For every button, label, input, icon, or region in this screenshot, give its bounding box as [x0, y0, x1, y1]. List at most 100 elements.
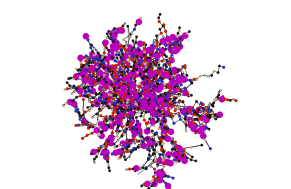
Point [208, 115, 212, 119]
Point [99, 59, 103, 62]
Point [143, 100, 148, 103]
Point [136, 97, 141, 100]
Point [119, 114, 123, 117]
Point [99, 65, 103, 68]
Point [113, 104, 118, 107]
Point [83, 94, 88, 98]
Point [192, 129, 196, 132]
Point [111, 117, 116, 120]
Point [92, 56, 96, 59]
Point [142, 53, 146, 57]
Point [114, 53, 119, 56]
Point [149, 142, 153, 145]
Point [108, 139, 112, 142]
Point [143, 99, 147, 102]
Point [111, 71, 115, 74]
Point [148, 51, 152, 54]
Point [108, 84, 113, 87]
Point [110, 56, 114, 59]
Point [101, 88, 105, 91]
Point [133, 89, 138, 92]
Point [157, 88, 161, 91]
Point [164, 86, 168, 89]
Point [109, 94, 113, 97]
Point [161, 74, 165, 77]
Point [117, 70, 122, 73]
Point [109, 35, 114, 38]
Point [153, 98, 158, 101]
Point [176, 87, 181, 90]
Point [110, 70, 115, 73]
Point [164, 63, 168, 66]
Point [150, 62, 154, 65]
Point [154, 97, 158, 100]
Point [165, 71, 170, 74]
Point [145, 79, 149, 82]
Point [93, 61, 97, 64]
Point [89, 58, 94, 61]
Point [115, 107, 120, 110]
Point [126, 89, 131, 92]
Point [109, 100, 114, 103]
Point [86, 85, 91, 88]
Point [138, 73, 142, 76]
Point [91, 70, 96, 73]
Point [194, 111, 198, 114]
Point [100, 64, 105, 67]
Point [102, 149, 107, 152]
Point [153, 101, 158, 105]
Point [150, 184, 154, 187]
Point [165, 76, 169, 79]
Point [109, 92, 114, 95]
Point [115, 78, 119, 81]
Point [109, 95, 113, 98]
Point [180, 67, 184, 70]
Point [108, 86, 113, 89]
Point [151, 47, 156, 50]
Point [129, 90, 134, 93]
Point [150, 141, 155, 144]
Point [84, 78, 89, 81]
Point [141, 84, 145, 88]
Point [112, 84, 117, 87]
Point [121, 152, 126, 155]
Point [127, 124, 132, 127]
Point [202, 111, 207, 114]
Point [116, 29, 121, 32]
Point [153, 54, 157, 57]
Point [79, 117, 84, 120]
Point [120, 91, 125, 94]
Point [118, 98, 122, 101]
Point [196, 108, 201, 111]
Point [144, 97, 148, 100]
Point [162, 120, 166, 123]
Point [84, 77, 88, 80]
Point [127, 140, 132, 143]
Point [132, 98, 137, 101]
Point [148, 76, 152, 79]
Point [120, 92, 125, 95]
Point [180, 152, 185, 155]
Point [175, 150, 180, 153]
Point [96, 59, 101, 62]
Point [146, 76, 150, 79]
Point [201, 126, 205, 129]
Point [144, 65, 148, 68]
Point [215, 115, 220, 118]
Point [194, 113, 199, 116]
Point [141, 103, 146, 106]
Point [194, 159, 198, 162]
Point [164, 44, 168, 47]
Point [145, 97, 150, 100]
Point [188, 110, 192, 113]
Point [143, 69, 148, 72]
Point [171, 46, 175, 49]
Point [154, 94, 158, 98]
Point [127, 79, 132, 82]
Point [116, 108, 120, 112]
Point [204, 107, 208, 110]
Point [64, 102, 69, 105]
Point [143, 58, 148, 61]
Point [180, 154, 185, 157]
Point [130, 82, 134, 85]
